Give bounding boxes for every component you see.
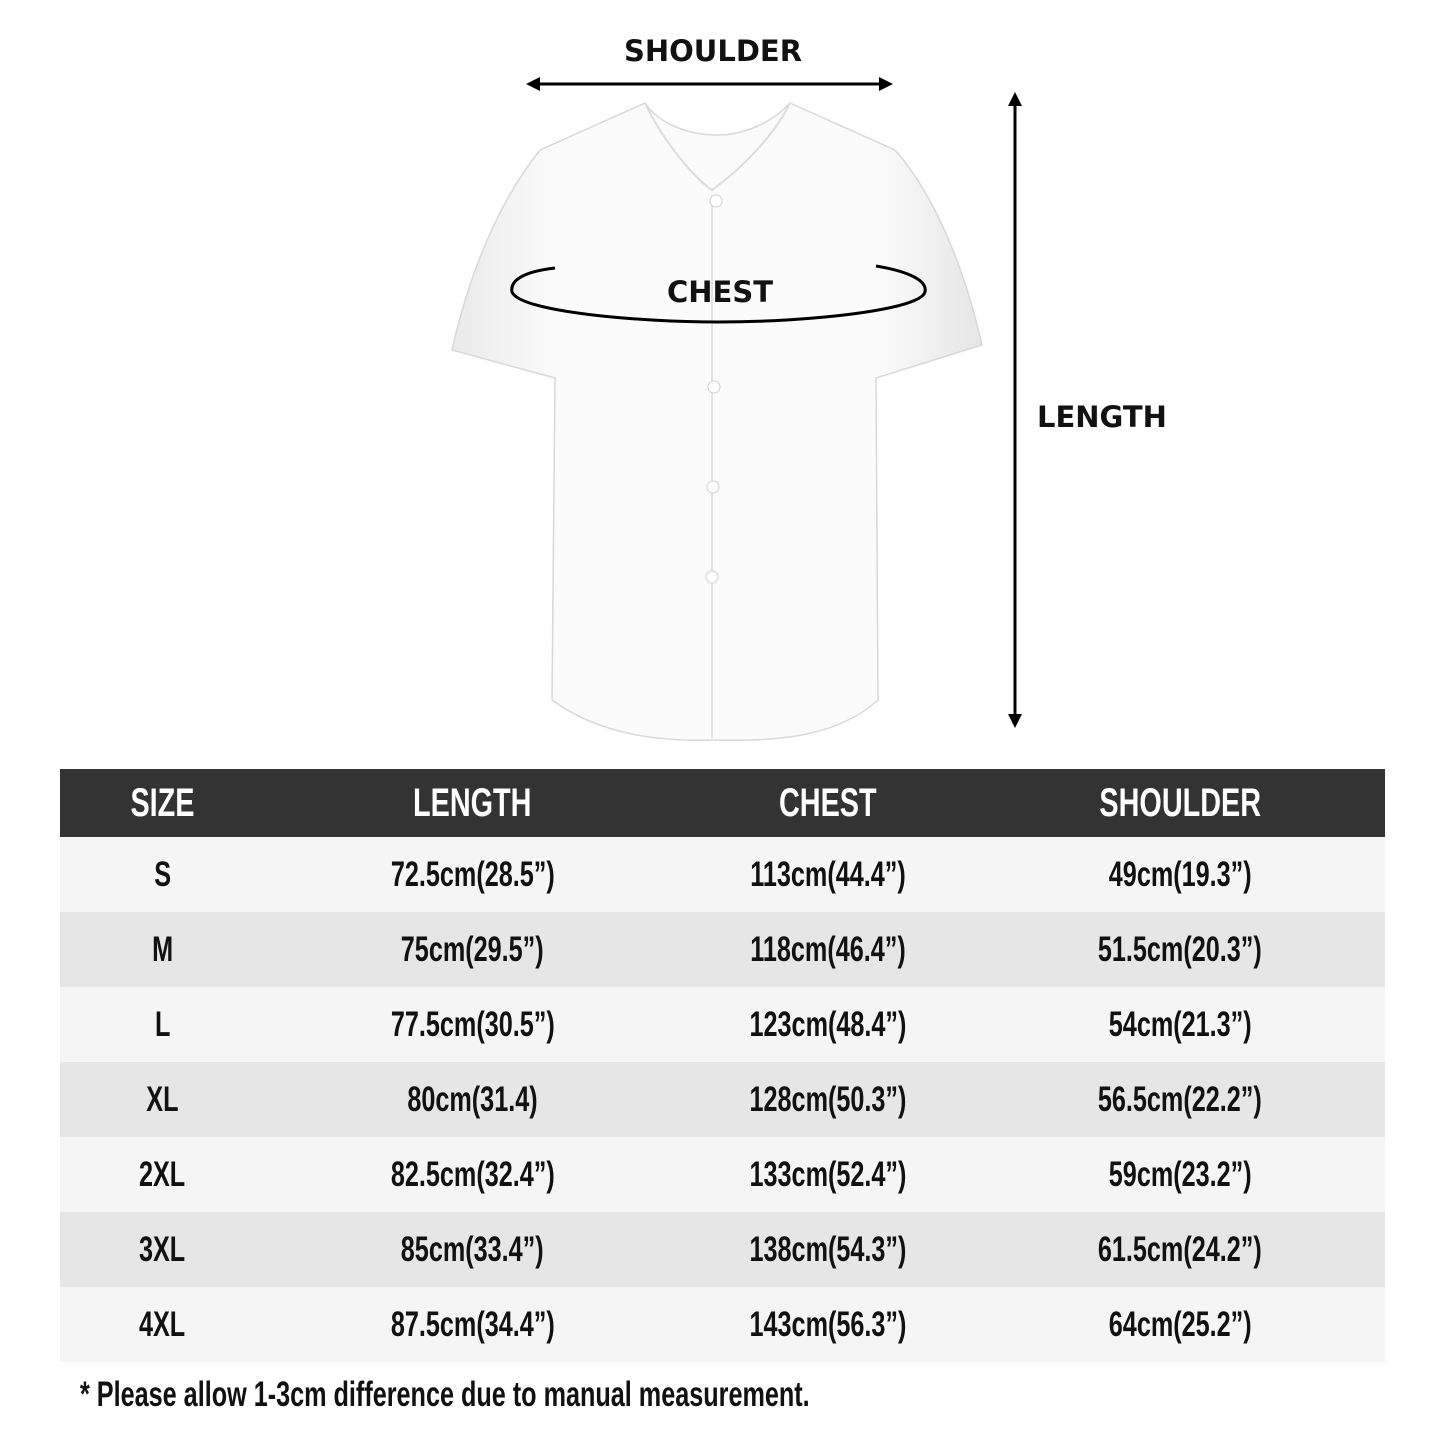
table-row: S 72.5cm(28.5”) 113cm(44.4”) 49cm(19.3”) [60,837,1385,912]
cell-chest: 133cm(52.4”) [680,1137,975,1212]
table-row: L 77.5cm(30.5”) 123cm(48.4”) 54cm(21.3”) [60,987,1385,1062]
cell-size: 4XL [60,1287,265,1362]
cell-shoulder: 51.5cm(20.3”) [975,912,1385,987]
cell-text: 51.5cm(20.3”) [1098,929,1262,969]
chest-label: CHEST [667,275,774,309]
cell-text: 143cm(56.3”) [749,1304,906,1344]
cell-text: 54cm(21.3”) [1108,1004,1252,1044]
cell-length: 87.5cm(34.4”) [265,1287,680,1362]
cell-chest: 128cm(50.3”) [680,1062,975,1137]
length-arrow [1008,92,1022,728]
cell-text: 49cm(19.3”) [1108,854,1252,894]
cell-shoulder: 56.5cm(22.2”) [975,1062,1385,1137]
cell-chest: 138cm(54.3”) [680,1212,975,1287]
header-text: CHEST [778,780,877,825]
table-row: 2XL 82.5cm(32.4”) 133cm(52.4”) 59cm(23.2”) [60,1137,1385,1212]
cell-text: 4XL [139,1304,186,1344]
cell-text: 87.5cm(34.4”) [390,1304,555,1344]
cell-size: S [60,837,265,912]
cell-text: 72.5cm(28.5”) [390,854,555,894]
cell-length: 82.5cm(32.4”) [265,1137,680,1212]
cell-chest: 123cm(48.4”) [680,987,975,1062]
cell-shoulder: 61.5cm(24.2”) [975,1212,1385,1287]
jersey-diagram [451,77,1022,742]
cell-size: 2XL [60,1137,265,1212]
cell-size: 3XL [60,1212,265,1287]
cell-length: 77.5cm(30.5”) [265,987,680,1062]
cell-chest: 118cm(46.4”) [680,912,975,987]
cell-shoulder: 49cm(19.3”) [975,837,1385,912]
cell-length: 80cm(31.4) [265,1062,680,1137]
cell-text: 3XL [139,1229,186,1269]
cell-text: 123cm(48.4”) [749,1004,906,1044]
cell-text: L [154,1004,171,1044]
cell-text: 59cm(23.2”) [1108,1154,1252,1194]
cell-chest: 113cm(44.4”) [680,837,975,912]
table-row: M 75cm(29.5”) 118cm(46.4”) 51.5cm(20.3”) [60,912,1385,987]
cell-size: XL [60,1062,265,1137]
header-size: SIZE [60,769,265,837]
cell-text: S [154,854,171,894]
shoulder-arrow [526,77,893,91]
cell-text: 77.5cm(30.5”) [390,1004,555,1044]
header-text: SIZE [130,780,195,825]
cell-text: 118cm(46.4”) [749,929,906,969]
cell-text: 138cm(54.3”) [749,1229,906,1269]
size-table: SIZE LENGTH CHEST SHOULDER S 72.5cm(28.5”… [60,769,1385,1362]
cell-length: 75cm(29.5”) [265,912,680,987]
cell-text: 61.5cm(24.2”) [1098,1229,1262,1269]
header-shoulder: SHOULDER [975,769,1385,837]
cell-text: M [152,929,173,969]
cell-text: 133cm(52.4”) [749,1154,906,1194]
cell-text: 82.5cm(32.4”) [390,1154,555,1194]
cell-text: 75cm(29.5”) [401,929,544,969]
cell-shoulder: 54cm(21.3”) [975,987,1385,1062]
cell-length: 72.5cm(28.5”) [265,837,680,912]
cell-text: 85cm(33.4”) [401,1229,544,1269]
chest-measure-ellipse [510,264,927,324]
cell-size: L [60,987,265,1062]
cell-shoulder: 64cm(25.2”) [975,1287,1385,1362]
jersey-collar [644,102,791,192]
cell-chest: 143cm(56.3”) [680,1287,975,1362]
header-text: LENGTH [413,780,532,825]
table-row: 3XL 85cm(33.4”) 138cm(54.3”) 61.5cm(24.2”) [60,1212,1385,1287]
measurement-note: * Please allow 1-3cm difference due to m… [80,1375,810,1414]
button-icons [705,194,723,584]
table-row: 4XL 87.5cm(34.4”) 143cm(56.3”) 64cm(25.2”) [60,1287,1385,1362]
cell-text: 113cm(44.4”) [749,854,906,894]
cell-length: 85cm(33.4”) [265,1212,680,1287]
cell-text: 56.5cm(22.2”) [1098,1079,1262,1119]
header-text: SHOULDER [1099,780,1261,825]
cell-text: 2XL [139,1154,186,1194]
table-header: SIZE LENGTH CHEST SHOULDER [60,769,1385,837]
cell-text: 64cm(25.2”) [1108,1304,1252,1344]
cell-text: 80cm(31.4) [407,1079,538,1119]
header-chest: CHEST [680,769,975,837]
table-row: XL 80cm(31.4) 128cm(50.3”) 56.5cm(22.2”) [60,1062,1385,1137]
header-length: LENGTH [265,769,680,837]
cell-text: XL [146,1079,179,1119]
length-label: LENGTH [1037,400,1167,434]
shoulder-label: SHOULDER [624,34,803,68]
jersey-shape [451,102,983,742]
cell-text: 128cm(50.3”) [749,1079,906,1119]
cell-size: M [60,912,265,987]
cell-shoulder: 59cm(23.2”) [975,1137,1385,1212]
